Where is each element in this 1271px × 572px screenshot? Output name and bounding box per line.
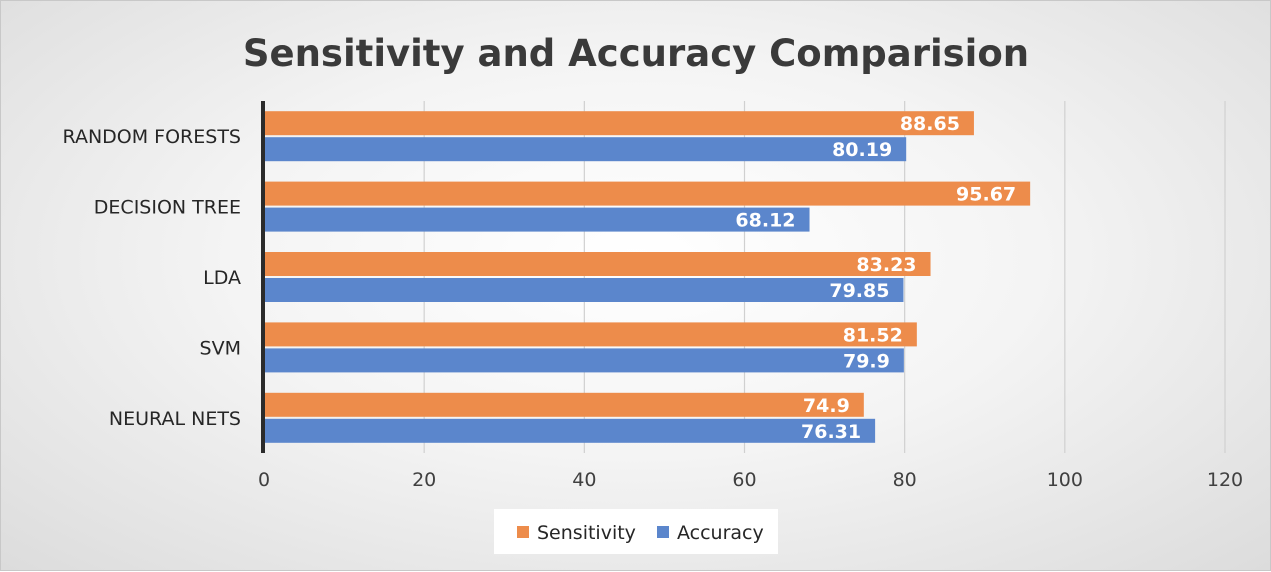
data-label: 80.19: [832, 139, 892, 161]
x-tick-label: 40: [572, 469, 596, 491]
bar-accuracy: [264, 278, 904, 302]
x-tick-label: 80: [893, 469, 917, 491]
bar-sensitivity: [264, 392, 864, 417]
x-tick-label: 120: [1207, 469, 1243, 491]
legend-swatch: [517, 526, 529, 538]
bar-sensitivity: [264, 322, 917, 347]
bar-sensitivity: [264, 181, 1031, 206]
bars: 88.65 80.19 95.67 68.12 83.23 79.85 81.52 79.9 7…: [264, 111, 1031, 443]
x-tick-label: 20: [412, 469, 436, 491]
data-label: 79.85: [829, 280, 889, 302]
bar-accuracy: [264, 207, 810, 232]
legend: Sensitivity Accuracy: [494, 509, 778, 554]
bar-sensitivity: [264, 111, 974, 136]
category-label: LDA: [203, 267, 241, 289]
legend-swatch: [657, 526, 669, 538]
legend-label: Accuracy: [677, 522, 764, 544]
bar-accuracy: [264, 348, 904, 373]
legend-label: Sensitivity: [537, 522, 636, 544]
data-label: 81.52: [843, 324, 903, 346]
category-label: RANDOM FORESTS: [63, 126, 241, 148]
x-tick-label: 60: [732, 469, 756, 491]
data-label: 79.9: [843, 350, 890, 372]
category-label: DECISION TREE: [94, 197, 241, 219]
bar-accuracy: [264, 137, 907, 162]
data-label: 74.9: [803, 395, 850, 417]
x-tick-label: 0: [258, 469, 270, 491]
data-label: 76.31: [801, 421, 861, 443]
axes: 0 20 40 60 80 100 120 RANDOM FORESTS DECISION TR…: [63, 101, 1243, 491]
category-label: SVM: [200, 337, 241, 359]
data-label: 83.23: [856, 254, 916, 276]
data-label: 68.12: [735, 210, 795, 232]
category-label: NEURAL NETS: [109, 408, 241, 430]
data-label: 88.65: [900, 113, 960, 135]
bar-accuracy: [264, 418, 876, 443]
x-tick-label: 100: [1047, 469, 1083, 491]
bar-sensitivity: [264, 252, 931, 276]
legend-box: [494, 509, 778, 554]
chart-title: Sensitivity and Accuracy Comparision: [243, 32, 1029, 75]
data-label: 95.67: [956, 184, 1016, 206]
